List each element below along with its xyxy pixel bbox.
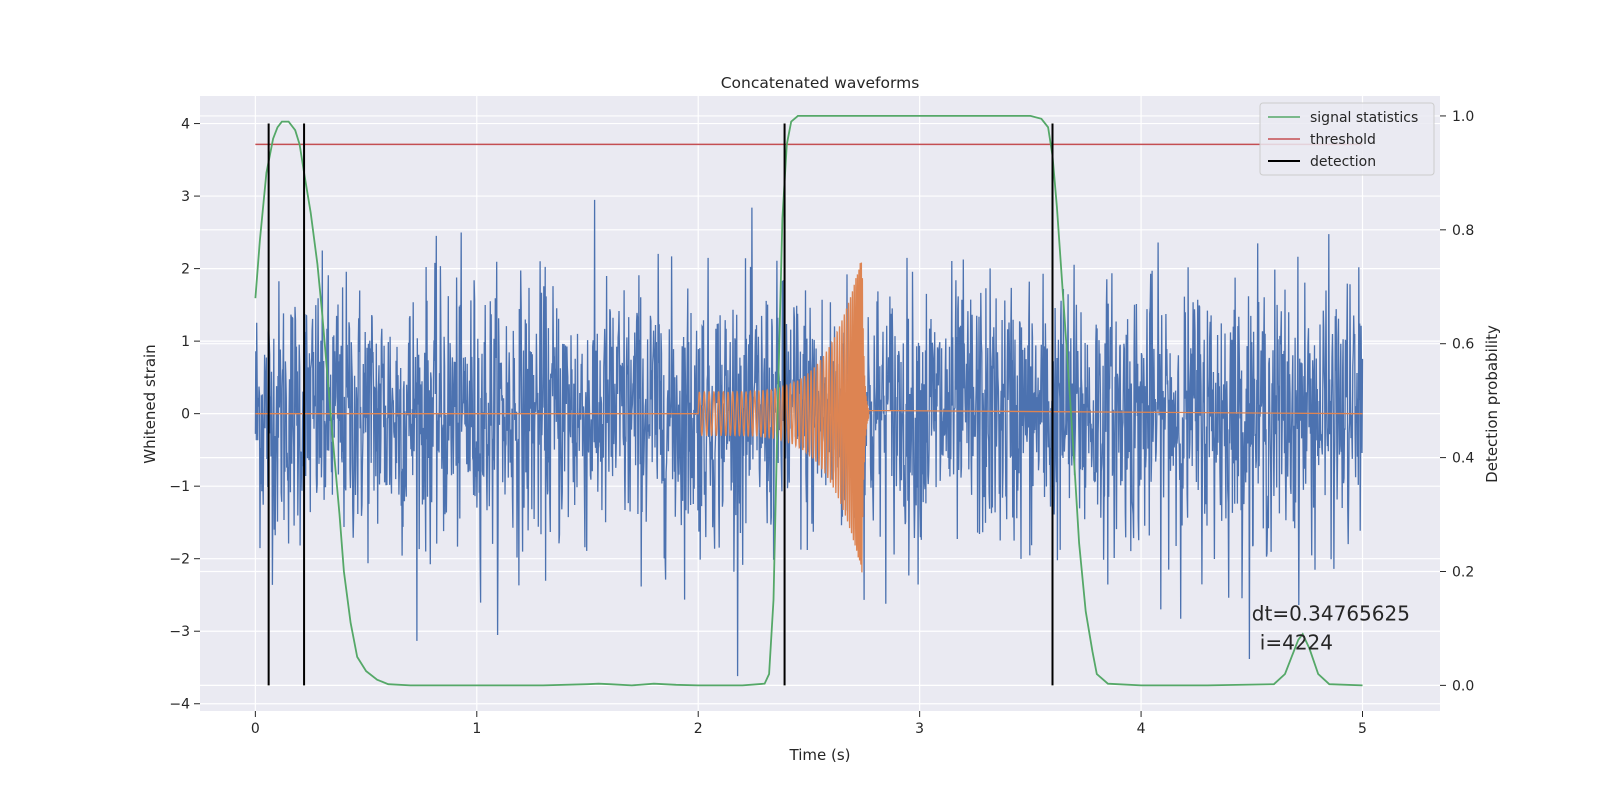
y-tick-label: −2 bbox=[169, 552, 190, 568]
y-tick-label: 4 bbox=[181, 117, 190, 133]
y2-tick-label: 0.8 bbox=[1452, 223, 1474, 239]
legend-box bbox=[1259, 102, 1435, 176]
x-tick-label: 5 bbox=[1358, 721, 1367, 737]
y-tick-label: 0 bbox=[181, 407, 190, 423]
x-axis-label: Time (s) bbox=[789, 746, 851, 764]
y-tick-label: −3 bbox=[169, 624, 190, 640]
x-tick-label: 4 bbox=[1137, 721, 1146, 737]
y-tick-label: 1 bbox=[181, 334, 190, 350]
y-tick-label: 2 bbox=[181, 262, 190, 278]
y2-tick-label: 1.0 bbox=[1452, 109, 1474, 125]
x-tick-label: 2 bbox=[694, 721, 703, 737]
y-axis-label: Whitened strain bbox=[141, 344, 159, 463]
y2-tick-label: 0.2 bbox=[1452, 564, 1474, 580]
series-signal-line bbox=[255, 262, 1363, 573]
y2-tick-label: 0.6 bbox=[1452, 337, 1474, 353]
annotation-dt: dt=0.34765625 bbox=[1252, 601, 1410, 625]
axes: 0 1 2 3 4 5 −4 −3 −2 −1 0 1 2 3 4 0.0 0.2 0.4 0.6 0.8 1.0 bbox=[169, 109, 1474, 737]
y-tick-label: 3 bbox=[181, 189, 190, 205]
legend: signal statistics threshold detection bbox=[1259, 102, 1435, 176]
x-tick-label: 3 bbox=[915, 721, 924, 737]
y-tick-label: −4 bbox=[169, 697, 190, 713]
chart-title: Concatenated waveforms bbox=[721, 74, 920, 92]
legend-label-signal-statistics: signal statistics bbox=[1310, 110, 1418, 126]
signal-statistics-line bbox=[254, 115, 1363, 687]
annotation-i: i=4224 bbox=[1260, 630, 1333, 654]
series-layer bbox=[254, 115, 1364, 687]
x-tick-label: 1 bbox=[472, 721, 481, 737]
y2-tick-label: 0.4 bbox=[1452, 451, 1474, 467]
legend-label-detection: detection bbox=[1310, 154, 1376, 170]
y-tick-label: −1 bbox=[169, 479, 190, 495]
legend-label-threshold: threshold bbox=[1310, 132, 1376, 148]
x-tick-label: 0 bbox=[251, 721, 260, 737]
y2-axis-label: Detection probability bbox=[1483, 325, 1501, 483]
y2-tick-label: 0.0 bbox=[1452, 678, 1474, 694]
